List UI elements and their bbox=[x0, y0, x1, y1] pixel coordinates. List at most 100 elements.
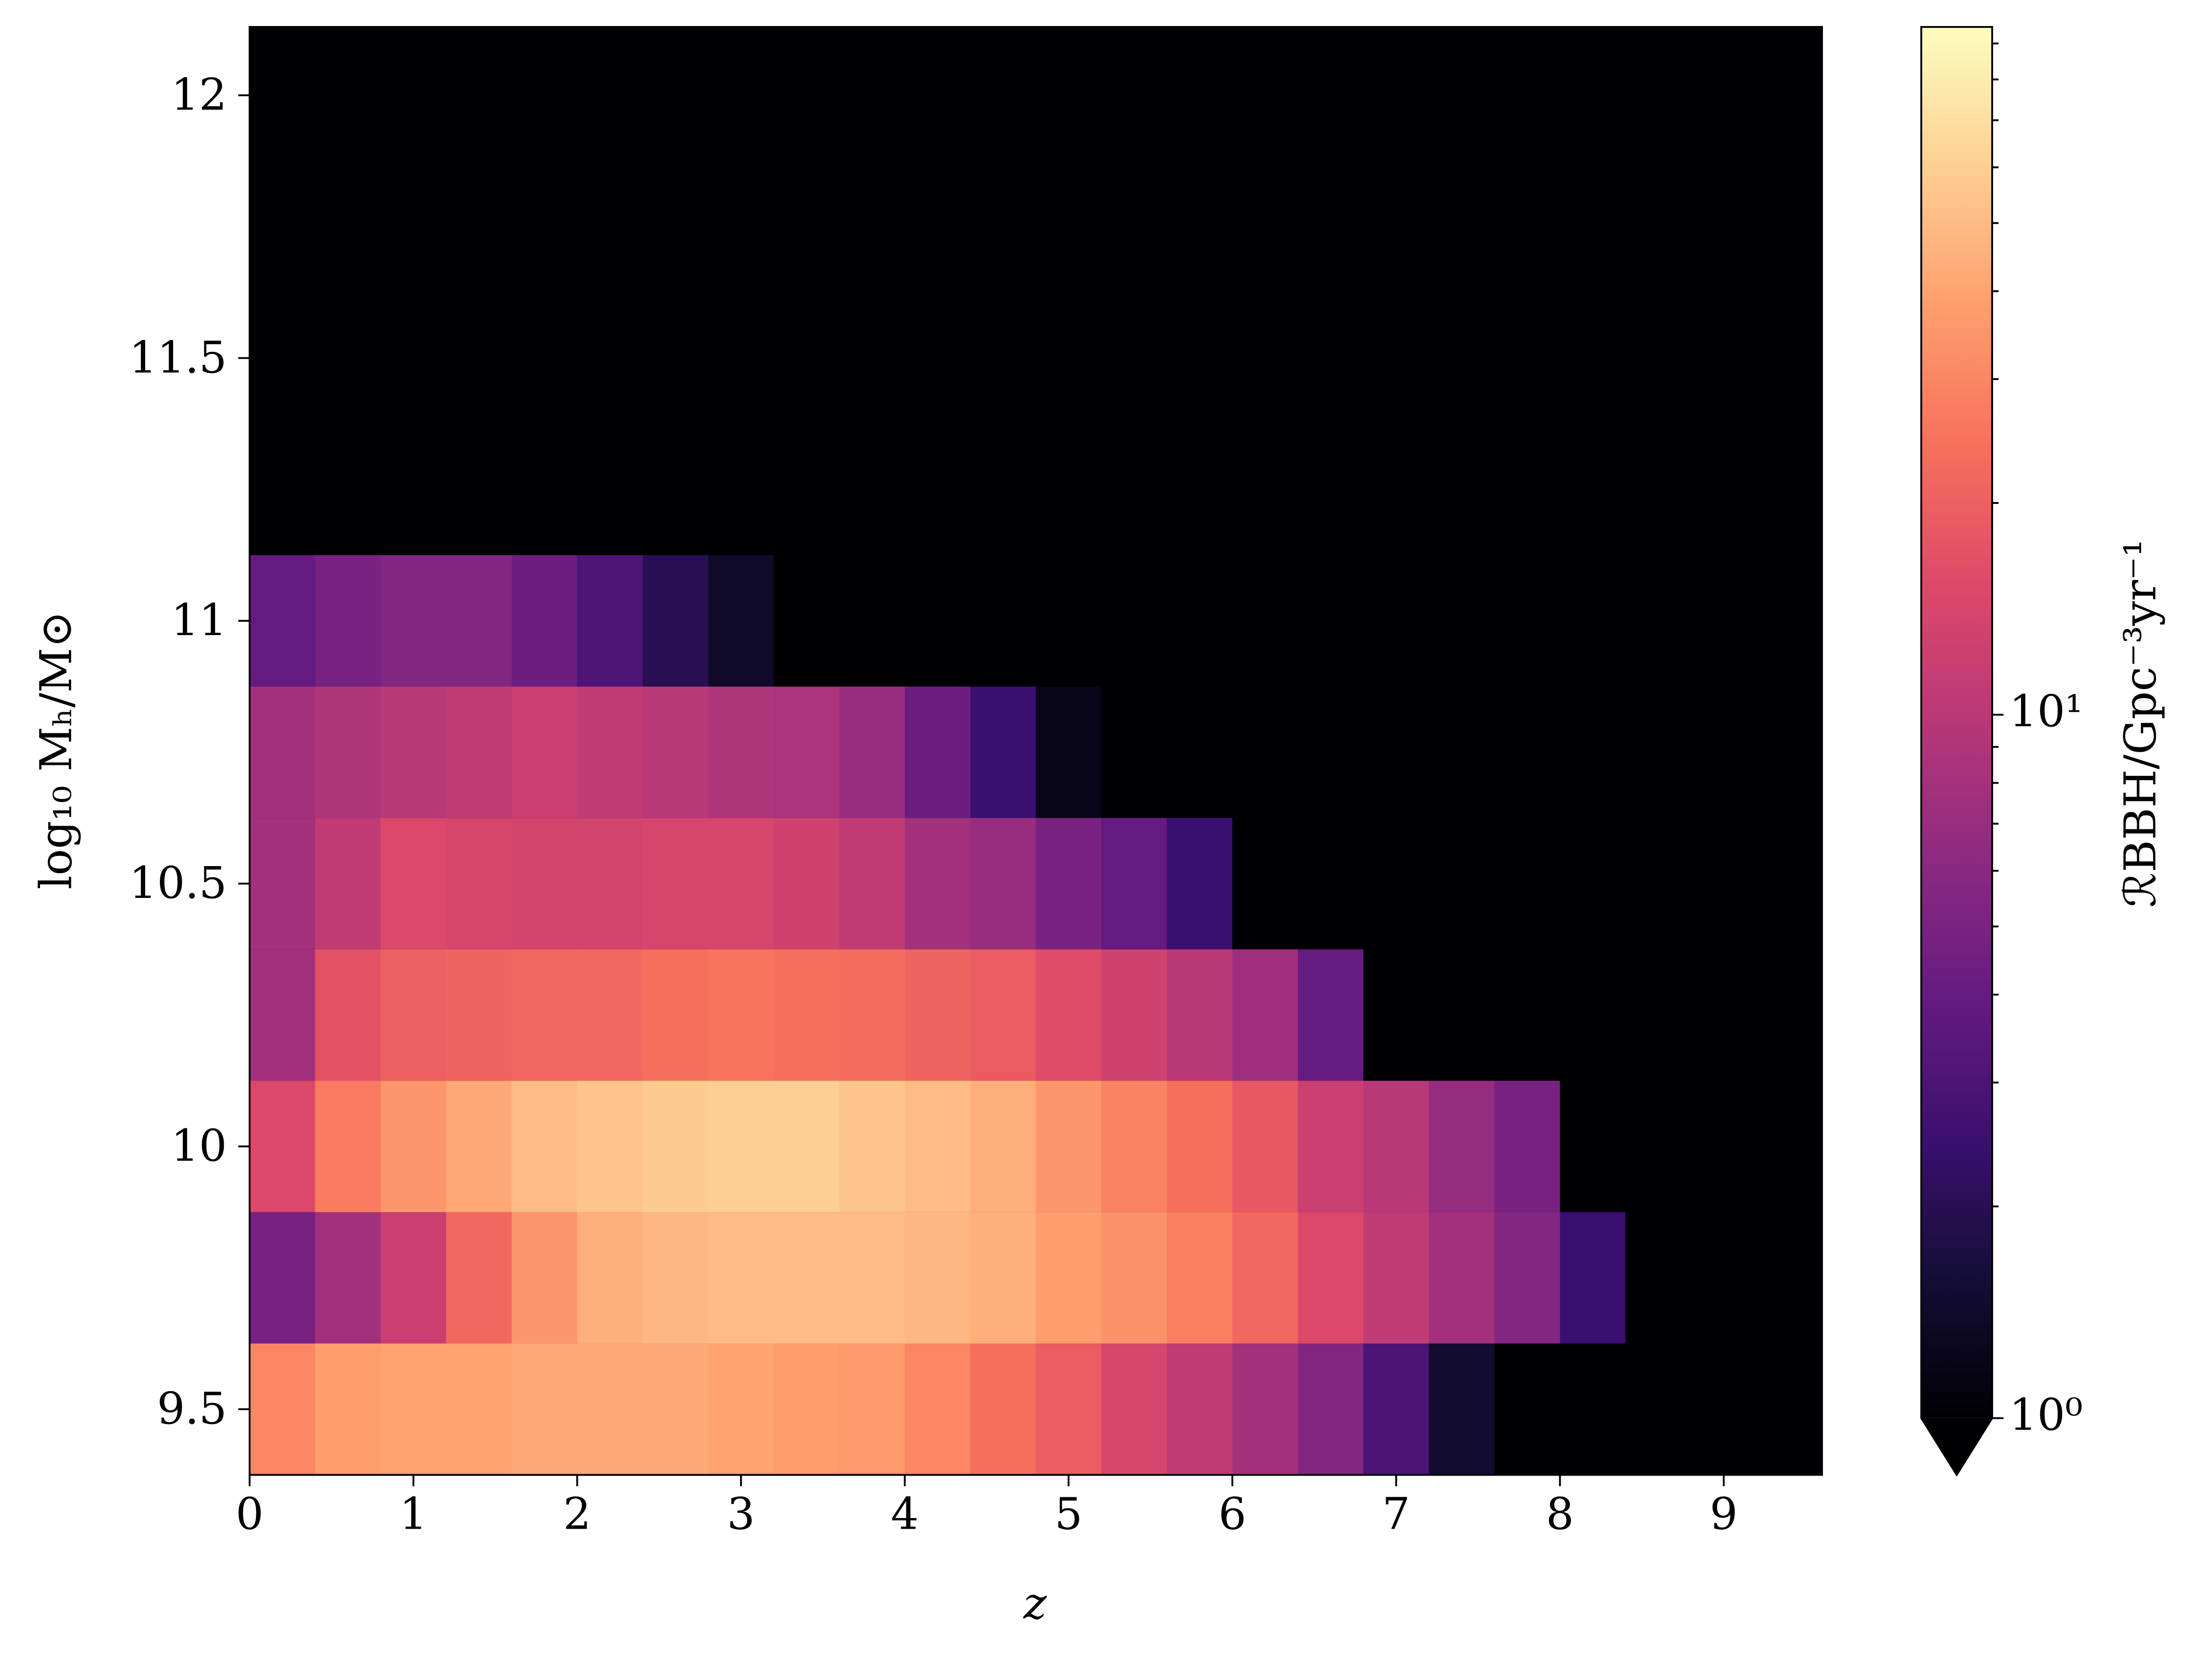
heatmap-cell bbox=[1232, 818, 1299, 950]
heatmap-cell bbox=[1363, 555, 1430, 687]
heatmap-cell bbox=[904, 1343, 971, 1475]
heatmap-cell bbox=[839, 1081, 906, 1212]
y-tick-label: 11 bbox=[171, 595, 227, 646]
heatmap-cell bbox=[904, 1081, 971, 1212]
heatmap-cell bbox=[708, 1212, 775, 1344]
heatmap-cell bbox=[1560, 686, 1627, 818]
heatmap-cell bbox=[512, 1343, 578, 1475]
heatmap-cell bbox=[1297, 555, 1364, 687]
heatmap-cell bbox=[1691, 1212, 1758, 1344]
heatmap-cell bbox=[1297, 1081, 1364, 1212]
heatmap-cell bbox=[1167, 818, 1233, 950]
heatmap-cell bbox=[446, 686, 513, 818]
y-axis-label: log₁₀ Mₕ/M⊙ bbox=[31, 611, 82, 890]
heatmap-cell bbox=[1625, 1343, 1692, 1475]
heatmap-cell bbox=[1429, 1343, 1496, 1475]
heatmap-cell bbox=[773, 1081, 840, 1212]
heatmap-cell bbox=[1101, 686, 1168, 818]
heatmap-cell bbox=[643, 949, 709, 1081]
heatmap-cell bbox=[577, 1343, 644, 1475]
heatmap-cell bbox=[1560, 818, 1627, 950]
heatmap-cell bbox=[1363, 686, 1430, 818]
heatmap-cell bbox=[970, 949, 1037, 1081]
heatmap-cell bbox=[970, 818, 1037, 950]
heatmap-cell bbox=[708, 1343, 775, 1475]
heatmap-cell bbox=[1756, 686, 1823, 818]
heatmap-cell bbox=[643, 686, 709, 818]
y-tick-label: 9.5 bbox=[157, 1383, 227, 1434]
heatmap-cell bbox=[643, 1081, 709, 1212]
heatmap-cell bbox=[839, 1212, 906, 1344]
heatmap-cell bbox=[1625, 818, 1692, 950]
heatmap-cell bbox=[773, 555, 840, 687]
heatmap-cell bbox=[970, 1081, 1037, 1212]
heatmap-cell bbox=[577, 686, 644, 818]
heatmap-cell bbox=[315, 949, 382, 1081]
heatmap-cell bbox=[1101, 818, 1168, 950]
heatmap-cell bbox=[1494, 818, 1561, 950]
heatmap-cell bbox=[380, 555, 447, 687]
heatmap-cell bbox=[1429, 1081, 1496, 1212]
heatmap-cell bbox=[249, 686, 316, 818]
heatmap-cell bbox=[970, 555, 1037, 687]
heatmap-cell bbox=[380, 686, 447, 818]
heatmap-cell bbox=[1363, 1081, 1430, 1212]
heatmap-cell bbox=[1167, 686, 1233, 818]
heatmap-cell bbox=[1036, 1081, 1103, 1212]
heatmap-cell bbox=[1625, 949, 1692, 1081]
x-axis-label: z bbox=[1023, 1578, 1047, 1629]
heatmap-cell bbox=[708, 1081, 775, 1212]
heatmap-cell bbox=[512, 949, 578, 1081]
heatmap-cell bbox=[315, 686, 382, 818]
heatmap-cell bbox=[773, 818, 840, 950]
heatmap-cell bbox=[380, 1212, 447, 1344]
heatmap-cell bbox=[446, 818, 513, 950]
heatmap-cell bbox=[1560, 555, 1627, 687]
heatmap-cell bbox=[315, 1343, 382, 1475]
heatmap-cell bbox=[643, 1212, 709, 1344]
heatmap-cell bbox=[1429, 555, 1496, 687]
heatmap-cell bbox=[1036, 1212, 1103, 1344]
heatmap-cell bbox=[1494, 1212, 1561, 1344]
heatmap-cell bbox=[1232, 1212, 1299, 1344]
x-tick-label: 2 bbox=[563, 1489, 591, 1540]
heatmap-cell bbox=[1691, 1081, 1758, 1212]
heatmap-cell bbox=[315, 555, 382, 687]
colorbar-extend bbox=[1921, 1418, 1993, 1475]
heatmap-cell bbox=[1101, 1081, 1168, 1212]
heatmap-cell bbox=[1494, 555, 1561, 687]
heatmap-cell bbox=[904, 818, 971, 950]
heatmap-cell bbox=[773, 686, 840, 818]
heatmap-cell bbox=[1167, 1081, 1233, 1212]
heatmap-cell bbox=[1363, 818, 1430, 950]
heatmap-cell bbox=[1167, 1343, 1233, 1475]
heatmap-cell bbox=[577, 818, 644, 950]
heatmap-cell bbox=[1101, 1343, 1168, 1475]
heatmap-cell bbox=[380, 818, 447, 950]
heatmap-cell bbox=[1429, 818, 1496, 950]
heatmap-cell bbox=[577, 555, 644, 687]
heatmap-cell bbox=[839, 1343, 906, 1475]
heatmap-cell bbox=[380, 1081, 447, 1212]
y-tick-label: 10.5 bbox=[129, 857, 227, 909]
heatmap-cell bbox=[315, 818, 382, 950]
heatmap-cell bbox=[708, 818, 775, 950]
heatmap-cell bbox=[1363, 1212, 1430, 1344]
heatmap-cell bbox=[249, 1343, 316, 1475]
heatmap-cell bbox=[1036, 686, 1103, 818]
heatmap-cell bbox=[904, 555, 971, 687]
heatmap-cell bbox=[446, 949, 513, 1081]
heatmap-cell bbox=[1625, 1212, 1692, 1344]
heatmap-cell bbox=[1101, 949, 1168, 1081]
x-tick-label: 5 bbox=[1054, 1489, 1082, 1540]
heatmap-cell bbox=[1363, 1343, 1430, 1475]
heatmap-cell bbox=[512, 555, 578, 687]
heatmap-cell bbox=[839, 555, 906, 687]
colorbar-tick-label: 10¹ bbox=[2009, 686, 2083, 737]
heatmap-cell bbox=[839, 818, 906, 950]
heatmap-cell bbox=[1297, 1343, 1364, 1475]
heatmap-cell bbox=[380, 949, 447, 1081]
x-tick-label: 9 bbox=[1710, 1489, 1738, 1540]
heatmap-cell bbox=[1691, 818, 1758, 950]
